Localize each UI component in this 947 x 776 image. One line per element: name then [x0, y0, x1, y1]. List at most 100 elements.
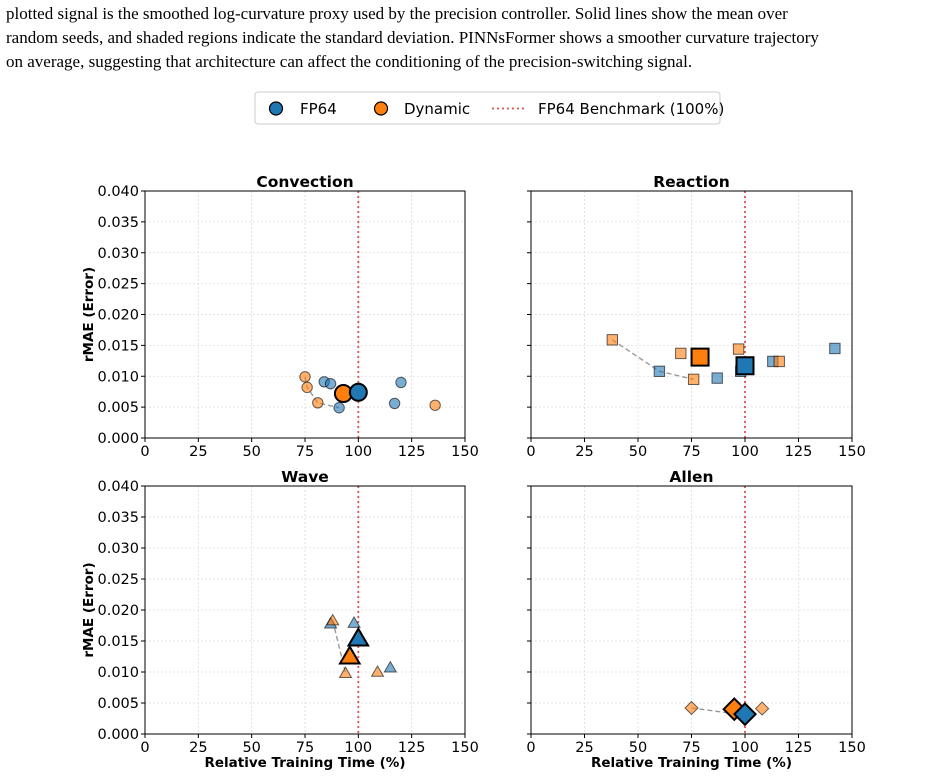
fp64-seed-point [829, 342, 841, 355]
legend-fp64-marker [268, 101, 284, 116]
y-tick-label: 0.035 [97, 215, 139, 231]
y-tick-label: 0.025 [97, 277, 139, 293]
y-tick-label: 0.040 [97, 184, 139, 200]
y-tick-label: 0.030 [97, 541, 139, 557]
y-tick-label: 0.000 [97, 431, 139, 447]
connector-line [332, 620, 347, 674]
x-tick-label: 125 [785, 740, 813, 756]
chart-title: Allen [669, 468, 713, 486]
chart-wave: 0 25 50 75 100 125 150 0.000 0.005 0.010 0.015 0.02… [81, 468, 479, 771]
y-tick-label: 0.020 [97, 603, 139, 619]
dynamic-seed-point [754, 701, 770, 716]
legend-dynamic-label: Dynamic [404, 100, 470, 118]
x-tick-label: 50 [629, 740, 647, 756]
x-tick-label: 50 [242, 444, 260, 460]
dynamic-seed-point [299, 371, 311, 383]
y-tick-label: 0.005 [97, 400, 139, 416]
fp64-seed-point [383, 660, 398, 673]
legend: FP64 Dynamic FP64 Benchmark (100%) [254, 91, 724, 125]
x-axis-label: Relative Training Time (%) [205, 755, 406, 771]
dynamic-seed-point [687, 373, 700, 386]
x-tick-label: 100 [344, 444, 372, 460]
dynamic-seed-point [338, 666, 353, 679]
x-tick-label: 125 [785, 444, 813, 460]
y-axis-label: rMAE (Error) [81, 562, 97, 657]
legend-benchmark-label: FP64 Benchmark (100%) [538, 100, 724, 118]
fp64-seed-point [711, 372, 723, 384]
x-tick-label: 0 [526, 444, 535, 460]
fp64-seed-point [653, 365, 666, 378]
x-tick-label: 100 [731, 444, 759, 460]
dynamic-seed-point [325, 613, 340, 626]
fp64-seed-point [347, 616, 361, 628]
y-tick-label: 0.010 [97, 665, 139, 681]
x-axis-label: Relative Training Time (%) [591, 755, 792, 771]
legend-fp64-label: FP64 [300, 100, 337, 118]
x-tick-label: 25 [189, 740, 207, 756]
y-tick-label: 0.015 [97, 634, 139, 650]
fp64-mean-point [348, 382, 368, 402]
dynamic-seed-point [773, 355, 785, 368]
y-tick-label: 0.035 [97, 510, 139, 526]
y-tick-label: 0.000 [97, 727, 139, 743]
x-tick-label: 125 [398, 740, 426, 756]
dynamic-seed-point [606, 334, 619, 346]
dynamic-mean-point [338, 644, 362, 665]
connector-line [691, 707, 748, 717]
x-tick-label: 25 [575, 740, 593, 756]
x-tick-label: 0 [140, 444, 149, 460]
y-tick-label: 0.010 [97, 369, 139, 385]
y-tick-label: 0.015 [97, 338, 139, 354]
x-tick-label: 150 [451, 444, 479, 460]
y-tick-label: 0.025 [97, 572, 139, 588]
legend-dynamic-marker [373, 101, 389, 116]
fp64-mean-point [346, 626, 370, 647]
chart-convection: 0 25 50 75 100 125 150 0.000 0.005 0.010 0.015 0.02… [81, 173, 479, 460]
y-axis-label: rMAE (Error) [81, 267, 97, 362]
dynamic-seed-point [732, 343, 745, 355]
fp64-mean-point [735, 356, 755, 376]
dynamic-seed-point [370, 665, 385, 677]
chart-title: Reaction [653, 173, 730, 191]
fp64-seed-point [395, 376, 407, 389]
chart-allen: 0 25 50 75 100 125 150 Allen Relative Training T… [526, 468, 865, 771]
x-tick-label: 50 [242, 740, 260, 756]
x-tick-label: 150 [838, 444, 866, 460]
dynamic-mean-point [690, 347, 710, 367]
caption-line: plotted signal is the smoothed log-curva… [6, 4, 788, 23]
x-tick-label: 150 [451, 740, 479, 756]
x-tick-label: 25 [575, 444, 593, 460]
x-tick-label: 150 [838, 740, 866, 756]
x-tick-label: 75 [296, 444, 314, 460]
caption-line: random seeds, and shaded regions indicat… [6, 28, 819, 47]
x-tick-label: 75 [682, 740, 700, 756]
connector-line [304, 376, 340, 409]
caption-line: on average, suggesting that architecture… [6, 52, 693, 71]
chart-title: Wave [281, 468, 329, 486]
x-tick-label: 50 [629, 444, 647, 460]
legend-frame [254, 91, 721, 125]
x-tick-label: 75 [682, 444, 700, 460]
x-tick-label: 0 [140, 740, 149, 756]
x-tick-label: 125 [398, 444, 426, 460]
figure-caption: plotted signal is the smoothed log-curva… [6, 2, 944, 74]
fp64-seed-point [333, 402, 345, 414]
dynamic-seed-point [312, 397, 324, 409]
fp64-seed-point [388, 397, 401, 410]
chart-title: Convection [256, 173, 353, 191]
x-tick-label: 75 [296, 740, 314, 756]
y-tick-label: 0.020 [97, 308, 139, 324]
y-tick-label: 0.005 [97, 696, 139, 712]
fp64-seed-point [324, 377, 337, 390]
y-tick-label: 0.030 [97, 246, 139, 262]
y-tick-label: 0.040 [97, 479, 139, 495]
dynamic-seed-point [684, 700, 699, 716]
x-tick-label: 0 [526, 740, 535, 756]
dynamic-seed-point [301, 381, 313, 394]
dynamic-seed-point [675, 347, 687, 360]
x-tick-label: 25 [189, 444, 207, 460]
x-tick-label: 100 [731, 740, 759, 756]
x-tick-label: 100 [344, 740, 372, 756]
chart-reaction: 0 25 50 75 100 125 150 Reaction [526, 173, 865, 460]
